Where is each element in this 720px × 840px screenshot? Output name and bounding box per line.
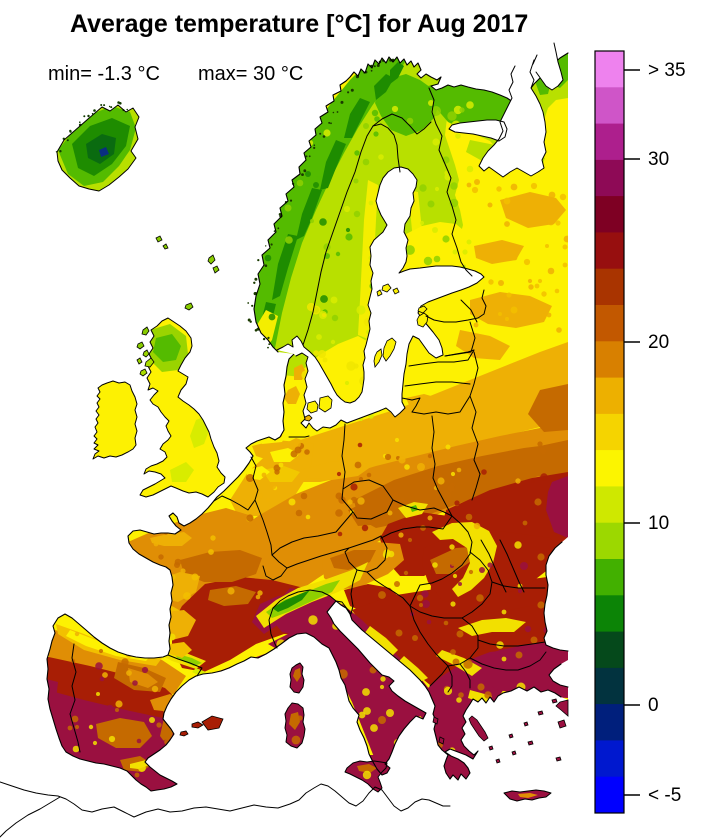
svg-text:min= -1.3 °C: min= -1.3 °C bbox=[48, 63, 160, 85]
svg-text:20: 20 bbox=[648, 332, 669, 353]
svg-text:10: 10 bbox=[648, 513, 669, 534]
svg-text:Average temperature [°C] for A: Average temperature [°C] for Aug 2017 bbox=[70, 10, 528, 38]
svg-text:< -5: < -5 bbox=[648, 785, 681, 806]
svg-text:> 35: > 35 bbox=[648, 60, 686, 81]
svg-text:max= 30 °C: max= 30 °C bbox=[198, 63, 303, 85]
svg-text:0: 0 bbox=[648, 695, 659, 716]
svg-text:30: 30 bbox=[648, 149, 669, 170]
